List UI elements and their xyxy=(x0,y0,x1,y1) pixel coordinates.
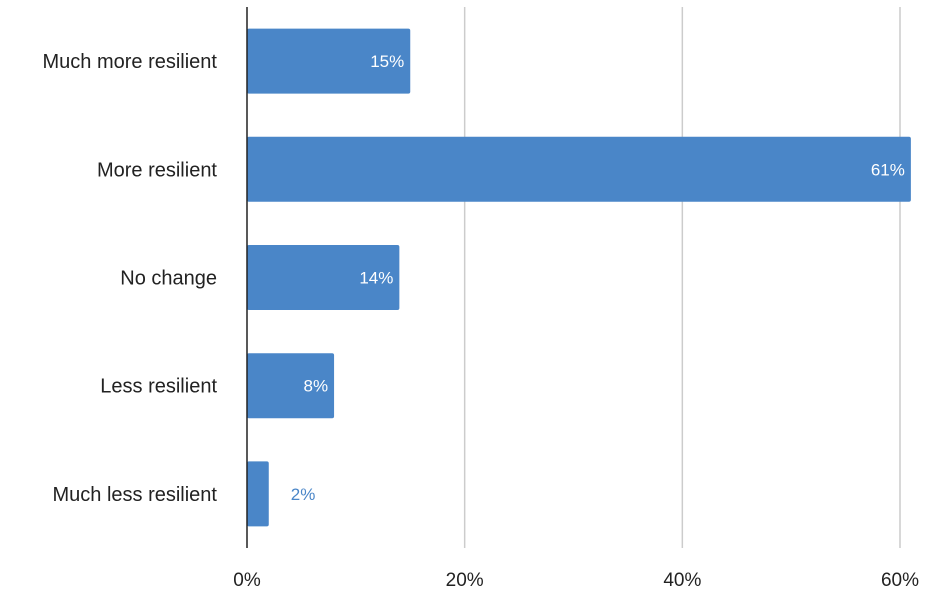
category-label: Less resilient xyxy=(100,376,217,398)
data-label: 14% xyxy=(359,269,393,288)
bar xyxy=(247,245,400,310)
category-labels: Much more resilient More resilient No chan… xyxy=(42,51,217,506)
data-label: 2% xyxy=(291,485,316,504)
bar xyxy=(247,353,335,419)
gridlines xyxy=(463,7,901,548)
category-label: Much more resilient xyxy=(42,51,217,73)
x-tick-label: 40% xyxy=(663,570,701,591)
bars: 15% 61% 14% 8% 2% xyxy=(247,28,911,527)
category-label: Much less resilient xyxy=(52,484,217,506)
category-label: No change xyxy=(120,268,217,290)
data-label: 15% xyxy=(370,52,404,71)
data-label: 8% xyxy=(303,377,328,396)
bar xyxy=(247,136,911,202)
x-tick-labels: 0% 20% 40% 60% xyxy=(233,570,919,591)
category-label: More resilient xyxy=(97,159,217,181)
bar xyxy=(247,461,269,527)
x-tick-label: 0% xyxy=(233,570,261,591)
x-tick-label: 20% xyxy=(446,570,484,591)
bar xyxy=(247,28,411,94)
x-tick-label: 60% xyxy=(881,570,919,591)
data-label: 61% xyxy=(871,160,905,179)
